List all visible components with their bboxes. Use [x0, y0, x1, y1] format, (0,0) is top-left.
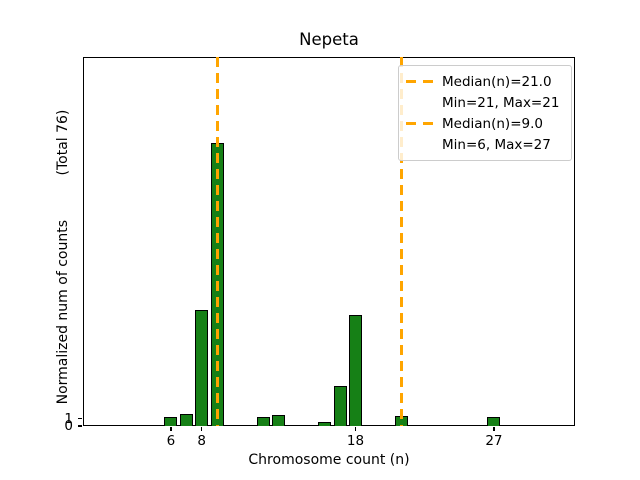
median-line-n21	[400, 57, 404, 426]
legend-label-3: Min=6, Max=27	[442, 136, 551, 153]
bar-n6	[164, 417, 178, 426]
x-tick-label-8: 8	[197, 433, 207, 449]
x-tick-label-6: 6	[166, 433, 176, 449]
bar-n8	[195, 310, 209, 426]
y-tick-0	[78, 425, 82, 427]
x-tick-18	[354, 427, 357, 431]
bar-n17	[333, 386, 347, 426]
legend-row-1: Min=21, Max=21	[406, 92, 565, 113]
bar-n12	[256, 417, 270, 426]
x-tick-8	[200, 427, 203, 431]
y-tick-label-0: 0	[64, 418, 73, 434]
legend-label-2: Median(n)=9.0	[442, 115, 543, 132]
y-tick-1	[78, 417, 82, 420]
legend-row-3: Min=6, Max=27	[406, 134, 565, 155]
y-tick-label-1: 1	[64, 410, 73, 427]
legend-empty-handle	[406, 143, 433, 146]
legend-dash-handle	[406, 122, 433, 125]
legend-label-1: Min=21, Max=21	[442, 94, 560, 111]
x-tick-label-27: 27	[485, 433, 503, 449]
y-axis-label-text: Normalized num of counts (Total 76)	[54, 109, 71, 405]
legend-dash-handle	[406, 80, 433, 83]
x-tick-label-18: 18	[346, 433, 365, 449]
legend-row-0: Median(n)=21.0	[406, 71, 565, 92]
bar-n18	[348, 315, 363, 426]
bar-n7	[179, 414, 193, 426]
legend: Median(n)=21.0 Min=21, Max=21 Median(n)=9.…	[398, 65, 572, 161]
legend-label-0: Median(n)=21.0	[442, 73, 552, 90]
plot-area: Median(n)=21.0 Min=21, Max=21 Median(n)=9.…	[83, 57, 575, 426]
bar-n27	[487, 417, 501, 426]
chart-title: Nepeta	[299, 30, 359, 49]
bar-n16	[318, 421, 332, 426]
bar-n13	[272, 414, 286, 426]
legend-row-2: Median(n)=9.0	[406, 113, 565, 134]
x-tick-27	[493, 427, 495, 431]
x-tick-6	[170, 427, 172, 431]
median-line-n9	[215, 57, 219, 426]
x-axis-label: Chromosome count (n)	[248, 452, 410, 468]
legend-empty-handle	[406, 101, 433, 104]
